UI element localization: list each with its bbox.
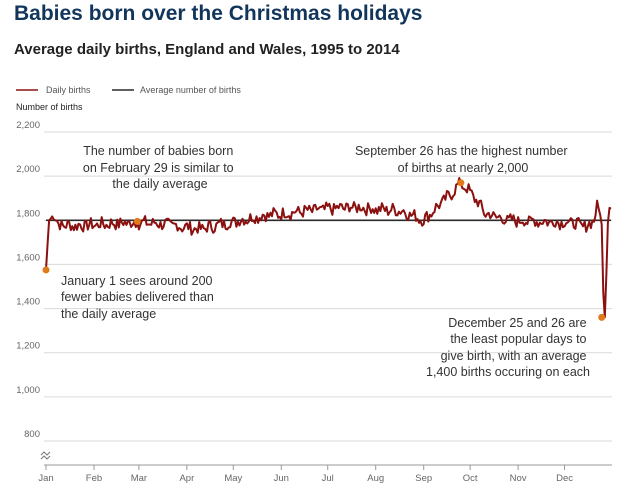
annotation-christmas: December 25 and 26 are the least popular…	[426, 316, 590, 379]
y-tick-label: 1,800	[16, 208, 40, 219]
annotation-christmas-line-3: give birth, with an average	[441, 349, 587, 363]
highlight-point	[457, 179, 465, 187]
annotation-feb29-line-1: The number of babies born	[83, 144, 233, 158]
axis-break-icon	[40, 451, 51, 460]
x-tick-label: Apr	[179, 473, 194, 484]
x-tick-label: Mar	[131, 473, 147, 484]
annotation-feb29-line-3: the daily average	[112, 177, 207, 191]
x-tick-label: Nov	[510, 473, 527, 484]
y-axis-label: Number of births	[16, 102, 83, 112]
y-tick-label: 800	[24, 429, 40, 440]
chart-subtitle: Average daily births, England and Wales,…	[14, 41, 400, 58]
annotation-sep26-line-2: of births at nearly 2,000	[398, 161, 529, 175]
legend-label-daily-births: Daily births	[46, 85, 91, 95]
x-tick-label: May	[224, 473, 242, 484]
x-tick-label: Aug	[367, 473, 384, 484]
x-tick-label: Jan	[38, 473, 53, 484]
y-tick-label: 2,200	[16, 120, 40, 131]
y-tick-label: 1,400	[16, 297, 40, 308]
y-tick-label: 1,600	[16, 252, 40, 263]
annotation-jan1-line-1: January 1 sees around 200	[61, 274, 213, 288]
x-tick-label: Feb	[86, 473, 102, 484]
legend-label-average: Average number of births	[140, 85, 241, 95]
annotation-feb29-line-2: on February 29 is similar to	[83, 161, 234, 175]
legend: Daily births Average number of births	[16, 85, 241, 95]
highlight-point	[42, 266, 50, 274]
y-tick-label: 1,000	[16, 385, 40, 396]
annotation-sep26: September 26 has the highest number of b…	[355, 144, 571, 175]
x-tick-label: Dec	[556, 473, 573, 484]
annotation-christmas-line-4: 1,400 births occuring on each	[426, 365, 590, 379]
x-tick-label: Jul	[322, 473, 334, 484]
highlight-point	[598, 313, 606, 321]
annotation-feb29: The number of babies born on February 29…	[83, 144, 237, 191]
x-tick-label: Sep	[415, 473, 432, 484]
annotation-christmas-line-1: December 25 and 26 are	[448, 316, 586, 330]
annotation-jan1-line-2: fewer babies delivered than	[61, 290, 214, 304]
annotation-jan1: January 1 sees around 200 fewer babies d…	[61, 274, 217, 321]
y-tick-label: 2,000	[16, 164, 40, 175]
highlight-point	[133, 217, 141, 225]
daily-births-line	[45, 177, 612, 319]
annotation-jan1-line-3: the daily average	[61, 307, 156, 321]
annotation-christmas-line-2: the least popular days to	[450, 332, 586, 346]
x-tick-label: Jun	[274, 473, 289, 484]
x-tick-label: Oct	[463, 473, 478, 484]
annotation-sep26-line-1: September 26 has the highest number	[355, 144, 568, 158]
chart-title: Babies born over the Christmas holidays	[14, 2, 423, 25]
y-tick-label: 1,200	[16, 341, 40, 352]
